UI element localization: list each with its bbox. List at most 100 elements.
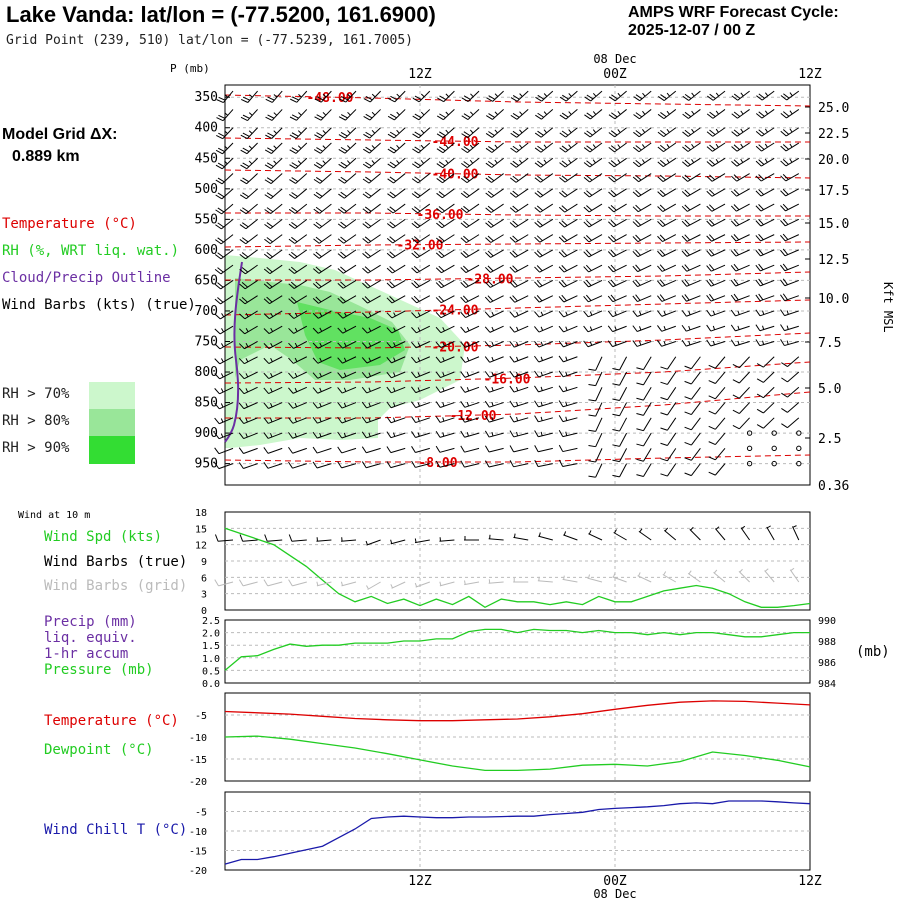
- upper-air-wind-barb-half-feather: [494, 144, 498, 149]
- upper-air-wind-barb-feather: [781, 392, 788, 398]
- upper-air-wind-barb: [755, 278, 775, 287]
- upper-air-wind-barb: [756, 417, 775, 429]
- upper-air-wind-barb: [263, 417, 283, 424]
- upper-air-wind-barb-feather: [463, 146, 471, 152]
- upper-air-wind-barb-staff: [513, 417, 529, 423]
- upper-air-wind-barb-staff: [736, 188, 750, 197]
- upper-air-wind-barb-feather: [289, 164, 297, 169]
- upper-air-wind-barb-half-feather: [322, 145, 326, 149]
- upper-air-wind-barb-feather: [756, 378, 764, 383]
- upper-air-wind-barb: [509, 430, 529, 438]
- upper-air-wind-barb-feather: [337, 372, 343, 379]
- upper-air-wind-barb: [509, 188, 529, 198]
- upper-air-wind-barb-feather: [291, 251, 298, 258]
- upper-air-wind-barb-staff: [491, 157, 504, 168]
- upper-air-wind-barb-feather: [684, 294, 690, 301]
- upper-air-wind-barb: [411, 325, 431, 334]
- surface-wind-barb-grid-half-feather: [587, 574, 590, 579]
- upper-air-wind-barb-feather: [782, 159, 789, 165]
- upper-air-wind-barb-half-feather: [491, 341, 494, 346]
- upper-air-wind-barb: [684, 448, 701, 461]
- upper-air-wind-barb: [558, 355, 578, 363]
- upper-air-wind-barb-staff: [269, 249, 283, 260]
- upper-air-wind-barb-staff: [619, 432, 628, 447]
- upper-air-wind-barb-staff: [319, 203, 332, 214]
- upper-air-wind-barb-half-feather: [543, 129, 547, 134]
- upper-air-wind-barb-feather: [509, 237, 516, 243]
- upper-air-wind-barb-staff: [488, 463, 504, 468]
- upper-air-wind-barb-feather: [414, 113, 422, 119]
- upper-air-wind-barb-staff: [391, 279, 406, 289]
- upper-air-wind-barb: [313, 188, 332, 199]
- upper-air-wind-barb-feather: [588, 414, 596, 417]
- upper-air-wind-barb-staff: [785, 127, 800, 137]
- upper-air-wind-barb-feather: [583, 266, 589, 273]
- upper-air-wind-barb: [657, 340, 676, 347]
- upper-air-wind-barb: [289, 127, 308, 139]
- upper-air-wind-barb-staff: [489, 432, 504, 438]
- upper-air-wind-barb-feather: [534, 385, 539, 393]
- upper-air-wind-barb-feather: [731, 113, 738, 119]
- upper-air-wind-barb-feather: [708, 380, 716, 384]
- upper-air-wind-barb-feather: [562, 94, 569, 100]
- upper-air-wind-barb: [706, 234, 726, 242]
- upper-air-wind-barb-feather: [435, 430, 441, 438]
- upper-air-wind-barb: [657, 325, 676, 332]
- upper-air-wind-barb-feather: [291, 207, 298, 213]
- upper-air-wind-barb: [583, 325, 603, 333]
- upper-air-wind-barb-feather: [660, 473, 668, 477]
- upper-air-wind-barb: [681, 310, 701, 317]
- surface-wind-barb-true: [513, 533, 529, 541]
- upper-air-wind-barb: [583, 294, 603, 303]
- upper-air-wind-barb-feather: [610, 234, 617, 241]
- upper-air-wind-barb: [289, 188, 308, 199]
- upper-air-wind-barb: [660, 402, 677, 416]
- upper-air-wind-barb-staff: [565, 142, 578, 153]
- upper-air-wind-barb-feather: [684, 365, 692, 370]
- upper-air-wind-barb-feather: [313, 253, 320, 259]
- surface-wind-barb-true: [439, 537, 455, 542]
- upper-air-wind-barb-staff: [269, 234, 283, 245]
- upper-air-wind-barb-half-feather: [442, 327, 445, 332]
- upper-air-wind-barb-feather: [266, 162, 274, 167]
- upper-air-wind-barb-staff: [489, 386, 504, 393]
- upper-air-wind-barb-feather: [436, 115, 444, 121]
- upper-air-wind-barb: [460, 310, 480, 318]
- upper-air-wind-barb-half-feather: [319, 387, 322, 392]
- upper-air-wind-barb-feather: [438, 221, 445, 227]
- upper-air-wind-barb-feather: [386, 371, 392, 379]
- upper-air-wind-barb: [706, 90, 726, 101]
- top-time-label: 12Z: [408, 67, 432, 82]
- dewpoint-label: Dewpoint (°C): [44, 742, 154, 758]
- upper-air-wind-barb-feather: [291, 132, 299, 137]
- upper-air-wind-barb-feather: [682, 146, 689, 152]
- upper-air-wind-barb-feather: [362, 223, 369, 229]
- upper-air-wind-barb: [756, 90, 775, 101]
- upper-air-wind-barb-feather: [588, 383, 596, 387]
- upper-air-wind-barb: [657, 249, 677, 257]
- surface-wind-barb-true: [488, 534, 504, 541]
- upper-air-wind-barb: [509, 445, 529, 453]
- upper-air-wind-barb-feather: [289, 116, 297, 121]
- upper-air-wind-barb-feather: [413, 295, 420, 302]
- upper-air-wind-barb-staff: [464, 386, 480, 393]
- upper-air-wind-barb-feather: [584, 96, 591, 102]
- upper-air-wind-barb: [682, 157, 701, 167]
- upper-air-wind-barb: [657, 264, 677, 272]
- upper-air-wind-barb: [534, 188, 554, 198]
- upper-air-wind-barb: [708, 386, 726, 400]
- upper-air-wind-barb-feather: [535, 114, 542, 120]
- upper-air-wind-barb-feather: [559, 177, 566, 183]
- upper-air-wind-barb: [657, 294, 676, 302]
- upper-air-wind-barb: [288, 417, 307, 424]
- upper-air-wind-barb-feather: [730, 220, 737, 227]
- upper-air-wind-barb-staff: [439, 432, 455, 438]
- upper-air-wind-barb-feather: [362, 238, 369, 244]
- upper-air-wind-barb: [436, 173, 455, 184]
- upper-air-wind-barb: [681, 324, 701, 332]
- upper-air-wind-barb: [607, 234, 627, 243]
- upper-air-wind-barb: [313, 203, 332, 214]
- upper-air-wind-barb-half-feather: [789, 128, 793, 133]
- upper-air-wind-barb: [386, 325, 406, 334]
- upper-air-wind-barb-staff: [785, 218, 800, 227]
